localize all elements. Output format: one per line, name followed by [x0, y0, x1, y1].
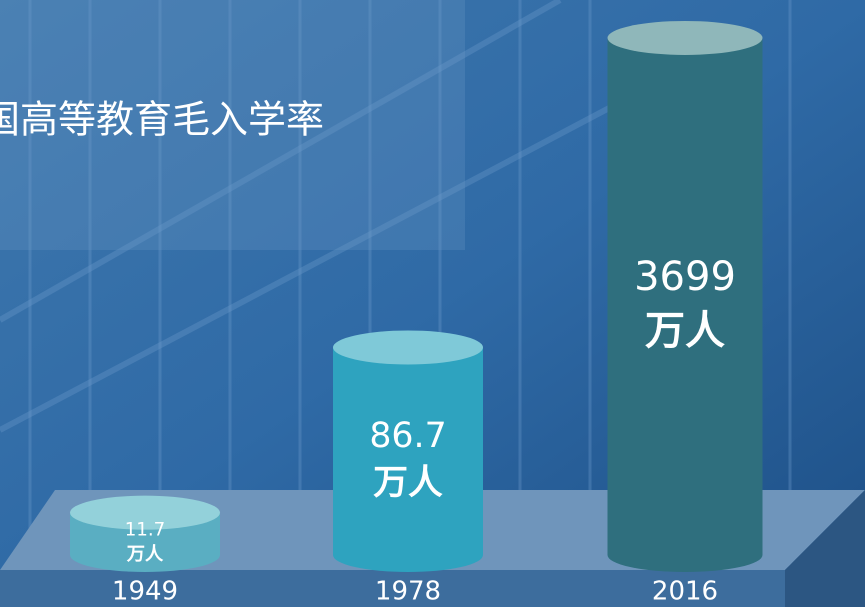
value-label: 86.7 [369, 416, 446, 456]
chart-title: 国高等教育毛入学率 [0, 98, 324, 142]
cylinder [333, 347, 483, 555]
cylinder-top [607, 20, 763, 55]
platform-front [0, 570, 785, 607]
cylinder-top [333, 330, 483, 365]
platform-side [785, 490, 865, 607]
value-label: 3699 [634, 254, 736, 300]
title-panel [0, 0, 465, 250]
value-unit: 万人 [126, 544, 164, 565]
x-tick-label: 1949 [112, 577, 178, 607]
cylinder-top [70, 495, 220, 530]
cylinder [607, 37, 763, 556]
value-unit: 万人 [373, 463, 443, 503]
x-tick-label: 1978 [375, 577, 441, 607]
x-tick-label: 2016 [652, 577, 718, 607]
value-label: 11.7 [125, 519, 166, 540]
value-unit: 万人 [645, 308, 725, 354]
